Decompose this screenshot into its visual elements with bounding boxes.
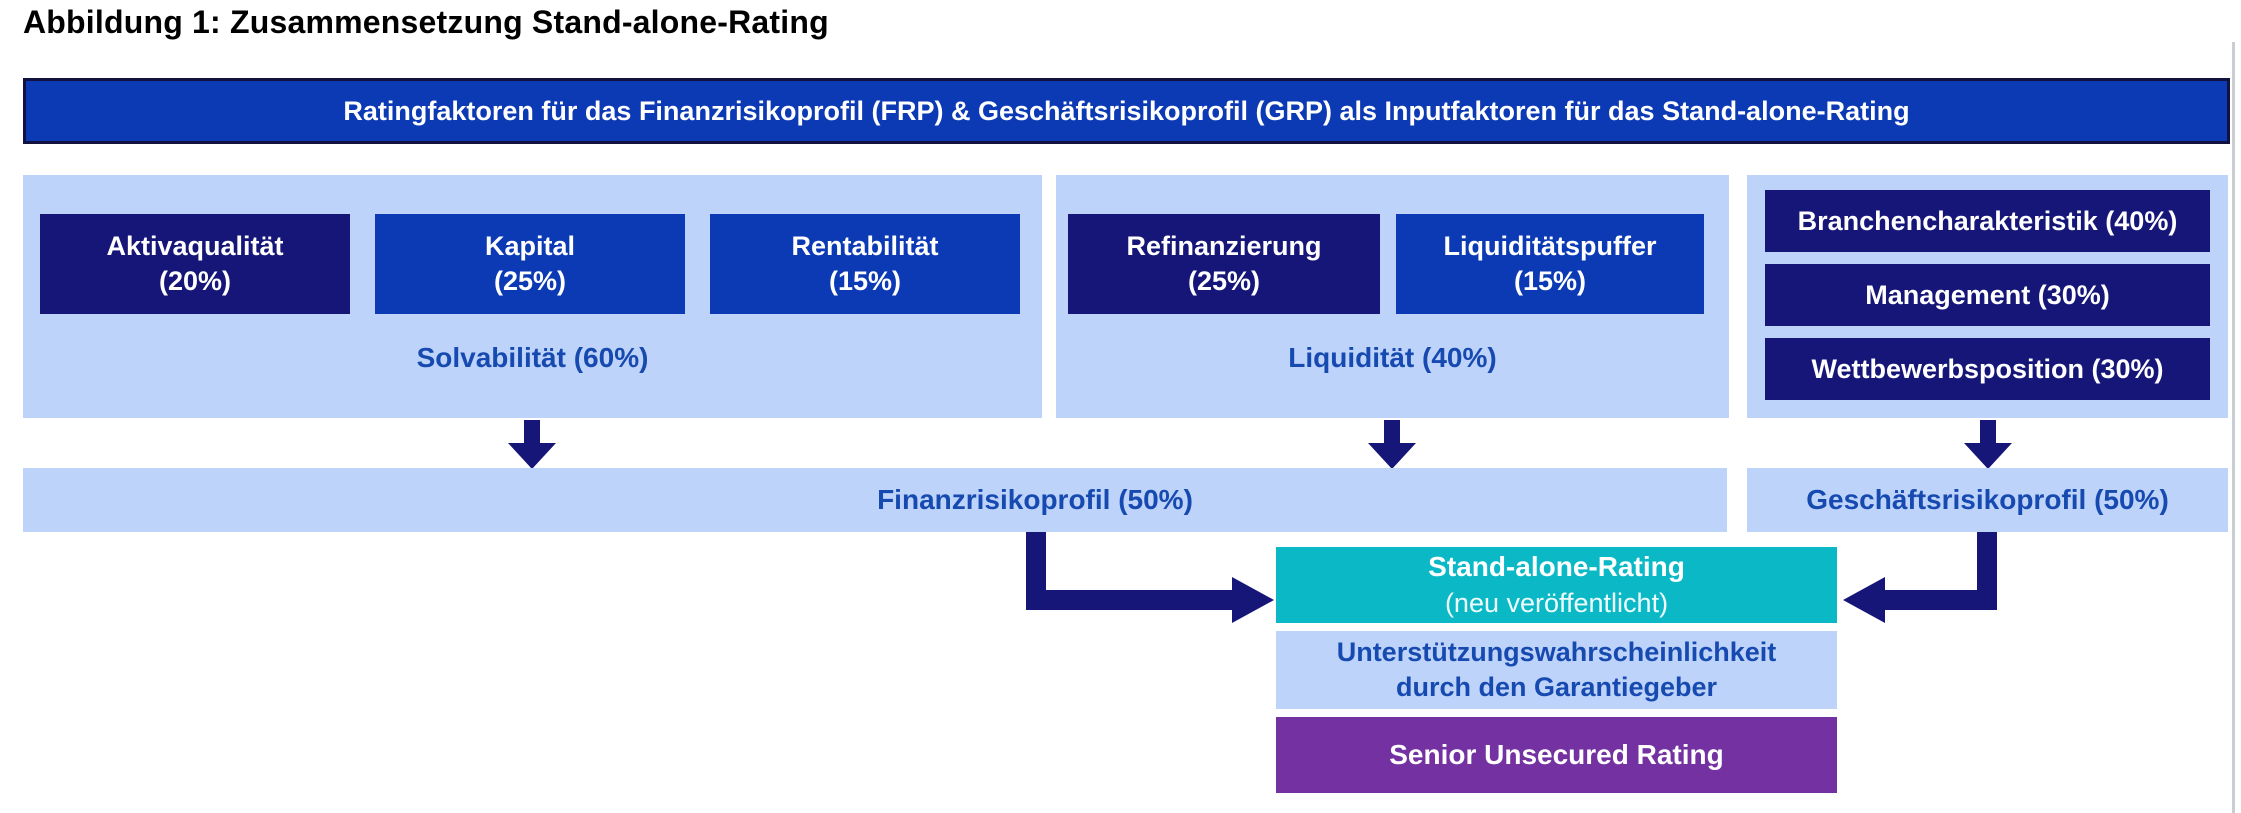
standalone-rating-title: Stand-alone-Rating — [1428, 551, 1685, 583]
support-line-2: durch den Garantiegeber — [1395, 672, 1718, 702]
factor-label: Liquiditätspuffer — [1443, 230, 1657, 261]
factor-weight: (25%) — [493, 266, 567, 296]
right-border-rule — [2232, 42, 2235, 813]
factor-weight: (25%) — [1187, 266, 1261, 296]
standalone-rating-box: Stand-alone-Rating (neu veröffentlicht) — [1276, 547, 1837, 623]
factor-box-kapital: Kapital (25%) — [375, 214, 685, 314]
factor-box-management: Management (30%) — [1765, 264, 2210, 326]
header-banner: Ratingfaktoren für das Finanzrisikoprofi… — [23, 78, 2230, 144]
factor-label: Rentabilität — [791, 230, 939, 261]
factor-label: Kapital — [484, 230, 576, 261]
senior-unsecured-rating-box: Senior Unsecured Rating — [1276, 717, 1837, 793]
factor-box-branchencharakteristik: Branchencharakteristik (40%) — [1765, 190, 2210, 252]
factor-box-rentabilitaet: Rentabilität (15%) — [710, 214, 1020, 314]
factor-weight: (15%) — [1513, 266, 1587, 296]
arrow-stem — [524, 420, 540, 446]
liquidity-caption: Liquidität (40%) — [1288, 342, 1497, 373]
factor-label: Refinanzierung — [1126, 230, 1322, 261]
factor-box-aktivaqualitaet: Aktivaqualität (20%) — [40, 214, 350, 314]
factor-weight: (20%) — [158, 266, 232, 296]
senior-unsecured-label: Senior Unsecured Rating — [1389, 738, 1724, 770]
factor-label: Aktivaqualität — [106, 230, 284, 261]
figure-title: Abbildung 1: Zusammensetzung Stand-alone… — [23, 4, 829, 40]
arrow-head-icon — [1843, 577, 1885, 623]
support-line-1: Unterstützungswahrscheinlichkeit — [1336, 636, 1777, 667]
financial-risk-profile-bar: Finanzrisikoprofil (50%) — [23, 468, 1727, 532]
solvency-caption: Solvabilität (60%) — [416, 342, 649, 373]
factor-box-refinanzierung: Refinanzierung (25%) — [1068, 214, 1380, 314]
connector-horizontal — [1026, 590, 1232, 610]
factor-box-liquiditaetspuffer: Liquiditätspuffer (15%) — [1396, 214, 1704, 314]
factor-weight: (15%) — [828, 266, 902, 296]
support-probability-box: Unterstützungswahrscheinlichkeit durch d… — [1276, 631, 1837, 709]
arrow-head-icon — [1368, 443, 1416, 469]
header-banner-text: Ratingfaktoren für das Finanzrisikoprofi… — [343, 95, 1910, 126]
business-risk-profile-box: Geschäftsrisikoprofil (50%) — [1747, 468, 2228, 532]
arrow-stem — [1384, 420, 1400, 446]
standalone-rating-subtitle: (neu veröffentlicht) — [1444, 587, 1669, 618]
arrow-head-icon — [508, 443, 556, 469]
arrow-head-icon — [1232, 577, 1274, 623]
arrow-stem — [1980, 420, 1996, 446]
factor-box-wettbewerbsposition: Wettbewerbsposition (30%) — [1765, 338, 2210, 400]
connector-horizontal — [1885, 590, 1997, 610]
arrow-head-icon — [1964, 443, 2012, 469]
